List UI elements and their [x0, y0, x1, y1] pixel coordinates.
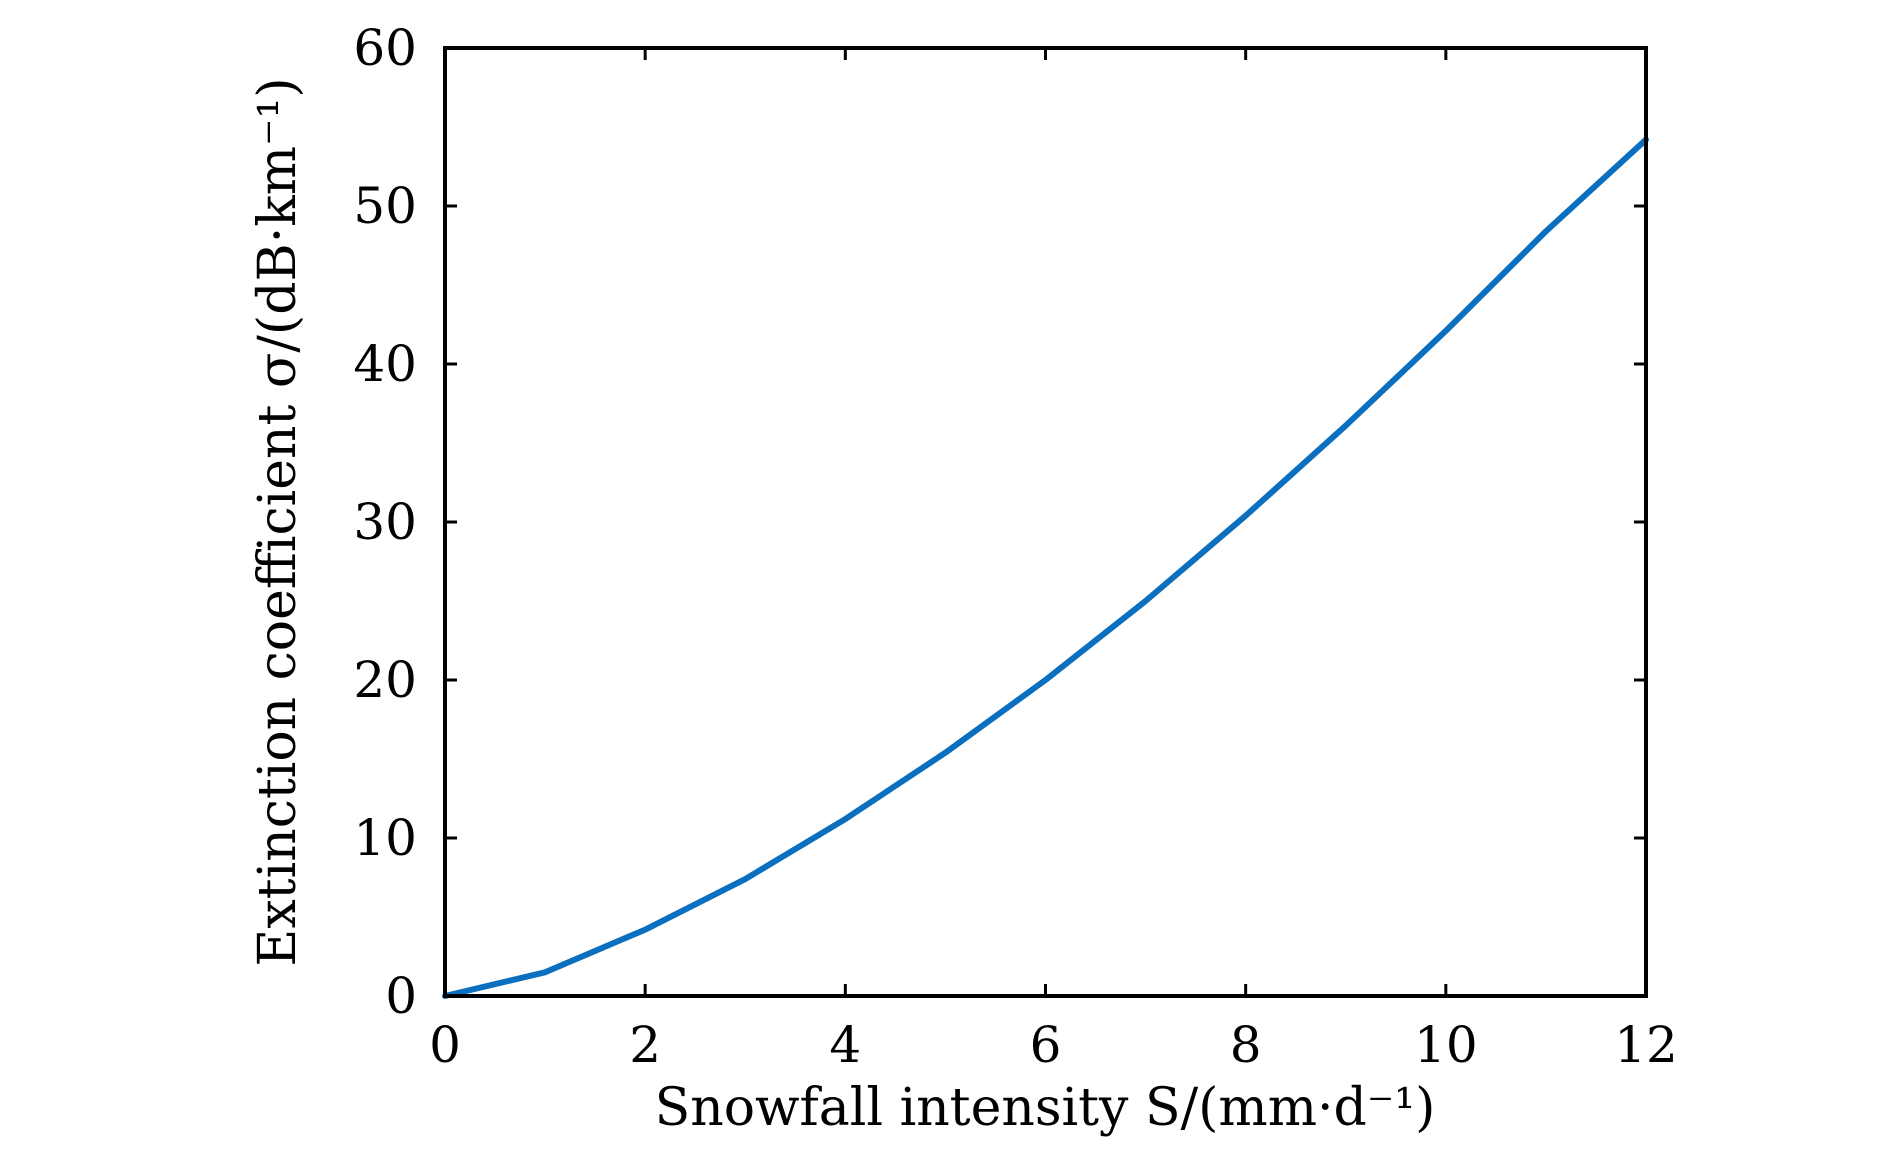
- series-line: [442, 136, 1649, 999]
- x-axis-title: Snowfall intensity S/(mm·d⁻¹): [655, 1078, 1436, 1138]
- y-tick-label: 0: [385, 967, 417, 1025]
- x-tick-label: 2: [629, 1016, 661, 1074]
- y-tick-label: 60: [353, 19, 417, 77]
- x-tick-label: 10: [1414, 1016, 1478, 1074]
- ticks: [443, 46, 1648, 998]
- y-tick-label: 30: [353, 493, 417, 551]
- tick-labels: 0 2 4 6 8 10 12 0 10 20 30 40 50 60: [353, 19, 1677, 1074]
- y-tick-label: 50: [353, 177, 417, 235]
- y-axis-title: Extinction coefficient σ/(dB·km⁻¹): [248, 77, 308, 966]
- x-tick-label: 0: [429, 1016, 461, 1074]
- y-tick-label: 20: [353, 651, 417, 709]
- plot-frame: [443, 46, 1648, 998]
- series-layer: [442, 136, 1649, 999]
- x-tick-label: 12: [1614, 1016, 1678, 1074]
- x-tick-label: 4: [829, 1016, 861, 1074]
- x-tick-label: 6: [1030, 1016, 1062, 1074]
- y-tick-label: 10: [353, 809, 417, 867]
- x-tick-label: 8: [1230, 1016, 1262, 1074]
- y-tick-label: 40: [353, 335, 417, 393]
